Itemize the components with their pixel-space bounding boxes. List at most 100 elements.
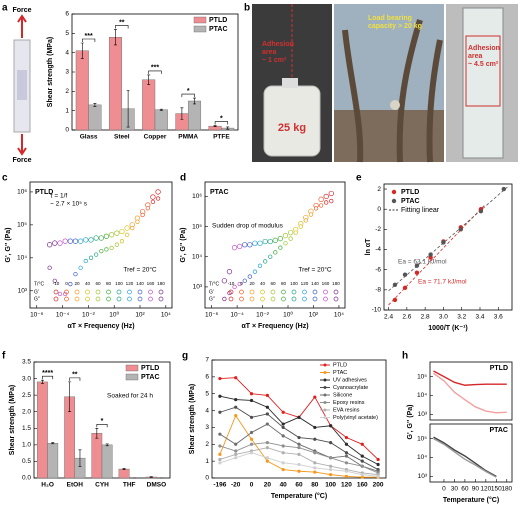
point bbox=[234, 452, 238, 456]
legend-marker bbox=[249, 296, 255, 302]
point bbox=[313, 206, 319, 211]
point bbox=[324, 200, 329, 205]
x-tick-label: 10⁻² bbox=[82, 312, 96, 319]
point bbox=[99, 248, 104, 254]
point bbox=[344, 469, 349, 473]
point bbox=[130, 225, 135, 231]
force-label: Force bbox=[12, 157, 31, 164]
error-bar bbox=[226, 126, 230, 130]
y-tick-label: 4 bbox=[65, 49, 69, 56]
legend-marker bbox=[323, 296, 328, 302]
legend-label: 0 bbox=[240, 281, 243, 286]
legend-marker bbox=[323, 371, 327, 374]
legend-title: T/°C bbox=[209, 281, 219, 287]
point bbox=[272, 237, 278, 243]
y-tick-label: 10⁴ bbox=[192, 253, 202, 260]
point bbox=[155, 196, 161, 201]
force-arrow bbox=[17, 14, 27, 38]
plot-frame bbox=[429, 423, 513, 483]
point bbox=[83, 237, 89, 243]
legend-label: G' bbox=[209, 289, 214, 295]
legend-marker bbox=[239, 296, 244, 302]
error-bar bbox=[78, 449, 82, 467]
legend-label: PTAC bbox=[141, 374, 160, 381]
legend-marker bbox=[323, 408, 327, 412]
point bbox=[344, 451, 349, 455]
point bbox=[297, 446, 301, 450]
legend-marker bbox=[74, 289, 80, 295]
point bbox=[281, 467, 285, 472]
legend-label: 100 bbox=[115, 281, 123, 286]
legend-marker bbox=[106, 296, 111, 302]
point bbox=[344, 461, 349, 465]
panel-letter: b bbox=[244, 3, 250, 14]
legend-label: 60 bbox=[95, 281, 101, 286]
panel-letter: f bbox=[2, 351, 6, 362]
legend-marker bbox=[323, 378, 327, 382]
y-tick-label: 6 bbox=[205, 374, 209, 381]
panel-letter: h bbox=[402, 351, 408, 362]
significance-label: * bbox=[220, 115, 223, 122]
significance-bracket bbox=[115, 25, 129, 29]
series-line bbox=[433, 372, 507, 414]
significance-bracket bbox=[214, 121, 229, 125]
legend-label: 140 bbox=[136, 281, 144, 286]
x-tick-label: 3.0 bbox=[439, 314, 448, 321]
point bbox=[360, 459, 364, 463]
legend-marker bbox=[74, 296, 80, 302]
photo-panel: b Adhesion area ~ 1 cm² 25 kg Load beari… bbox=[244, 3, 518, 163]
point bbox=[308, 212, 314, 217]
y-tick-label: 0 bbox=[65, 127, 69, 134]
point bbox=[221, 278, 228, 284]
point bbox=[88, 237, 94, 243]
significance-label: *** bbox=[85, 33, 93, 40]
y-tick-label: 0 bbox=[205, 475, 209, 482]
point bbox=[247, 274, 252, 279]
y-axis-label: Shear strength (MPa) bbox=[47, 37, 54, 107]
x-tick-label: 10⁻⁶ bbox=[205, 312, 219, 319]
photo-label: Adhesion bbox=[262, 41, 294, 48]
y-tick-label: 1.5 bbox=[22, 425, 31, 432]
y-tick-label: 1 bbox=[65, 107, 69, 114]
x-tick-label: -196 bbox=[213, 482, 226, 489]
point bbox=[257, 263, 263, 268]
x-tick-label: 60 bbox=[295, 482, 303, 489]
point bbox=[124, 232, 130, 237]
error-bar bbox=[122, 468, 126, 471]
point bbox=[281, 451, 285, 455]
legend-label: 160 bbox=[147, 281, 155, 286]
point bbox=[67, 238, 73, 244]
y-tick-label: 1 bbox=[205, 458, 209, 465]
photo-label: 25 kg bbox=[278, 122, 306, 134]
point bbox=[402, 272, 408, 277]
y-tick-label: 10⁴ bbox=[417, 454, 427, 461]
significance-bracket bbox=[96, 423, 108, 428]
point bbox=[234, 376, 238, 380]
legend-label: UV adhesives bbox=[333, 377, 367, 383]
legend-label: 180 bbox=[332, 281, 340, 286]
point bbox=[288, 236, 293, 241]
y-tick-label: 2 bbox=[65, 88, 69, 95]
point bbox=[303, 218, 308, 223]
legend-label: 100 bbox=[290, 281, 298, 286]
point bbox=[265, 412, 269, 416]
point bbox=[313, 451, 317, 455]
annotation: Tref = 20°C bbox=[123, 266, 157, 274]
y-axis-label: Shear strength (MPa) bbox=[189, 384, 196, 454]
y-tick-label: -6 bbox=[375, 266, 381, 273]
annotation: Soaked for 24 h bbox=[107, 393, 153, 400]
point bbox=[73, 271, 78, 277]
legend-label: G'' bbox=[209, 296, 215, 302]
legend-marker bbox=[323, 393, 327, 397]
bar bbox=[47, 443, 59, 479]
error-bar bbox=[40, 379, 44, 384]
point bbox=[262, 238, 268, 245]
y-tick-label: -4 bbox=[375, 246, 381, 253]
x-tick-label: 10² bbox=[309, 312, 319, 319]
point bbox=[252, 240, 258, 246]
point bbox=[297, 435, 301, 440]
series-line bbox=[433, 438, 497, 478]
significance-bracket bbox=[181, 93, 195, 98]
point bbox=[318, 203, 324, 208]
x-tick-label: 10⁻⁴ bbox=[230, 312, 244, 319]
